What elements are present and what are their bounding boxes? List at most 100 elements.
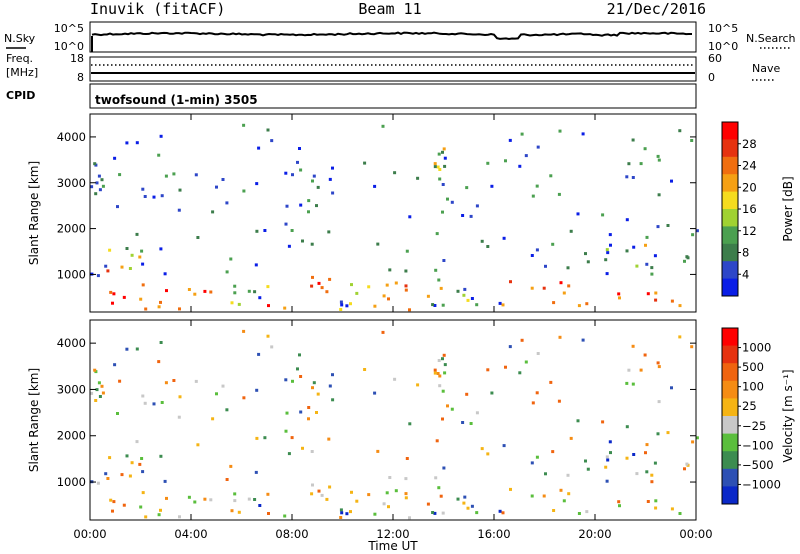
data-cell: [165, 496, 168, 500]
data-cell: [542, 286, 546, 290]
data-cell: [163, 272, 167, 276]
data-cell: [247, 497, 251, 501]
data-cell: [128, 474, 132, 478]
data-cell: [584, 252, 587, 256]
colorbar-segment: [722, 156, 738, 175]
colorbar-segment: [722, 451, 738, 470]
data-cell: [635, 264, 639, 268]
data-cell: [504, 159, 507, 163]
data-cell: [230, 509, 234, 513]
colorbar-segment: [722, 261, 738, 280]
data-cell: [435, 439, 439, 443]
colorbar-tick-label: 24: [742, 159, 757, 173]
data-cell: [237, 302, 241, 306]
data-cell: [551, 242, 555, 246]
data-cell: [643, 353, 647, 357]
data-cell: [441, 150, 444, 154]
data-cell: [307, 210, 310, 214]
data-cell: [631, 382, 635, 386]
data-cell: [678, 129, 682, 133]
colorbar-tick-label: 4: [742, 267, 749, 281]
data-cell: [463, 287, 467, 291]
data-cell: [530, 286, 534, 290]
data-cell: [104, 264, 108, 268]
data-cell: [388, 268, 392, 272]
colorbar-segment: [722, 243, 738, 262]
data-cell: [160, 401, 164, 404]
data-cell: [307, 199, 311, 203]
data-cell: [387, 297, 390, 301]
data-cell: [441, 511, 445, 515]
data-cell: [670, 299, 674, 303]
data-cell: [695, 436, 699, 440]
data-cell: [159, 300, 162, 304]
data-cell: [470, 297, 474, 300]
data-cell: [135, 141, 139, 145]
data-cell: [531, 194, 535, 198]
data-cell: [437, 486, 441, 490]
data-cell: [157, 513, 161, 517]
data-cell: [518, 371, 522, 375]
cpid-panel: CPID twofsound (1-min) 3505: [6, 83, 697, 109]
data-cell: [438, 384, 442, 388]
data-cell: [215, 185, 218, 189]
data-cell: [381, 330, 385, 334]
data-cell: [577, 512, 581, 515]
data-cell: [101, 391, 105, 395]
data-cell: [656, 361, 660, 365]
data-cell: [299, 203, 303, 207]
data-cell: [562, 291, 566, 295]
colorbar-title: Velocity [m s⁻¹]: [781, 369, 795, 462]
data-cell: [657, 158, 661, 162]
data-cell: [237, 510, 241, 514]
data-cell: [645, 235, 649, 239]
data-cell: [258, 504, 262, 507]
data-cell: [627, 162, 631, 166]
data-cell: [470, 504, 474, 508]
freq-tick-top: 18: [70, 52, 84, 65]
data-cell: [437, 152, 441, 156]
data-cell: [609, 243, 612, 247]
data-cell: [112, 292, 116, 296]
data-cell: [465, 186, 469, 190]
colorbar-tick-label: −1000: [742, 477, 781, 491]
data-cell: [141, 283, 145, 287]
data-cell: [643, 147, 647, 151]
heatmap-panel-power: 1000 2000 3000 4000 Slant Range [km]: [27, 113, 699, 313]
colorbar-tick-label: 25: [742, 399, 757, 413]
data-cell: [376, 242, 380, 246]
data-cell: [141, 187, 145, 191]
y-axis-title: Slant Range [km]: [27, 368, 41, 472]
data-cell: [438, 168, 442, 171]
data-cell: [469, 422, 473, 425]
data-cell: [296, 367, 299, 371]
data-cell: [475, 204, 479, 208]
data-cell: [116, 412, 119, 415]
colorbar-segment: [722, 122, 738, 140]
data-cell: [508, 345, 512, 349]
data-cell: [434, 476, 438, 480]
freq-label: Freq.: [6, 52, 33, 65]
data-cell: [645, 262, 649, 266]
data-cell: [255, 388, 259, 392]
data-cell: [530, 494, 534, 498]
data-cell: [552, 301, 556, 305]
data-cell: [558, 335, 562, 339]
colorbar-tick-label: 20: [742, 180, 757, 194]
data-cell: [393, 377, 397, 381]
colorbar-velocity: 1000 500 100 25 −25 −100 −500 −1000 Velocity [m …: [721, 327, 795, 505]
data-cell: [393, 171, 397, 175]
data-cell: [233, 492, 237, 496]
data-cell: [266, 128, 270, 132]
data-cell: [263, 229, 267, 232]
data-cell: [135, 232, 139, 236]
data-cell: [631, 138, 635, 142]
data-cell: [316, 392, 320, 396]
data-cell: [270, 345, 274, 349]
data-cell: [381, 124, 385, 128]
colorbar-segment: [722, 345, 738, 364]
data-cell: [108, 248, 112, 252]
colorbar-segment: [722, 226, 738, 245]
data-cell: [157, 153, 161, 157]
